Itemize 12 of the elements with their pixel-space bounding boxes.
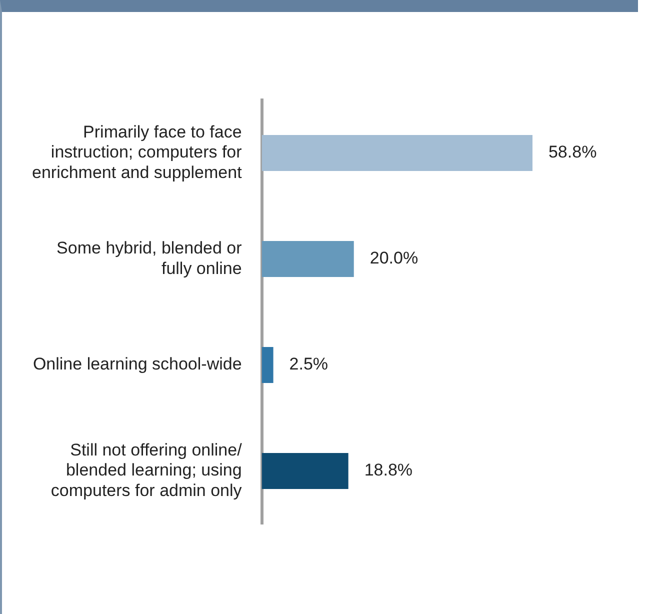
bar [262, 240, 354, 278]
bar [262, 134, 532, 172]
data-label: 20.0% [370, 248, 418, 268]
data-label: 2.5% [289, 354, 328, 374]
data-label: 18.8% [364, 460, 413, 480]
y-tick-label: Still not offering online/ blended learning; using computers for admin only [50, 440, 242, 500]
bar [262, 346, 274, 384]
y-tick-label: Primarily face to face instruction; computers for enrichment and supplement [32, 122, 242, 182]
y-tick-label: Online learning school-wide [32, 354, 242, 374]
y-tick-label: Some hybrid, blended or fully online [56, 238, 242, 278]
data-label: 58.8% [548, 142, 597, 162]
bar [262, 452, 348, 490]
